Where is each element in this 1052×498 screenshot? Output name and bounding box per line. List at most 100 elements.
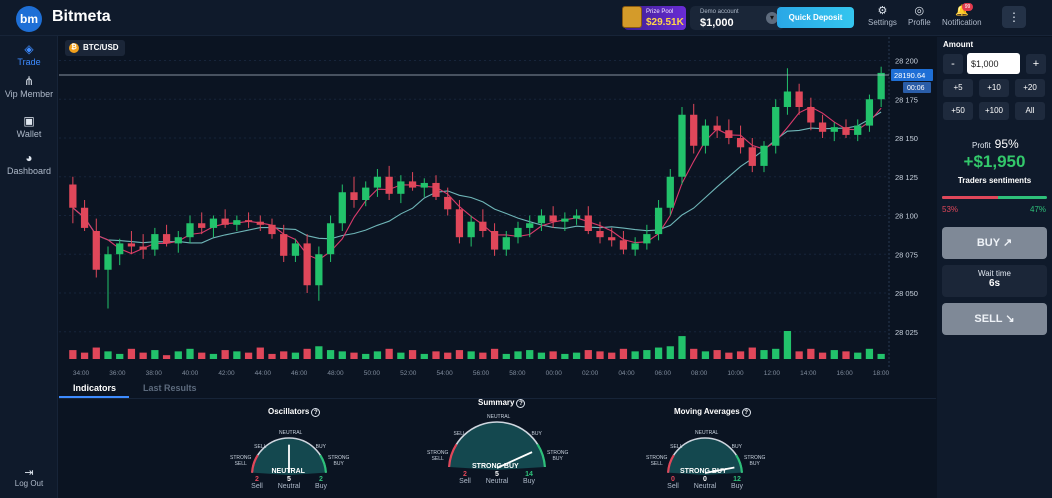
gauge-title: Summary? [478, 398, 526, 408]
x-tick-label: 10:00 [727, 370, 744, 377]
gauge-result: STRONG BUY [680, 468, 727, 475]
logout-button[interactable]: ⇥ Log Out [0, 466, 58, 488]
x-tick-label: 08:00 [691, 370, 708, 377]
quick-deposit-button[interactable]: Quick Deposit [777, 7, 854, 28]
amount-increase-button[interactable]: + [1026, 54, 1046, 74]
sell-button[interactable]: SELL ↘ [942, 303, 1047, 335]
sidebar-item-trade[interactable]: ◈ Trade [0, 42, 58, 67]
quick-amount-20[interactable]: +20 [1015, 79, 1045, 97]
candle-body [221, 218, 229, 225]
candle-body [526, 223, 534, 228]
gauge-buy-segment [319, 454, 328, 473]
volume-bar [116, 353, 124, 359]
candle-body [104, 254, 112, 270]
settings-button[interactable]: ⚙ Settings [868, 5, 897, 27]
volume-bar [209, 353, 218, 359]
help-icon[interactable]: ? [741, 408, 751, 417]
tab-indicators[interactable]: Indicators [73, 383, 117, 393]
volume-bar [326, 350, 335, 359]
pair-selector[interactable]: ₿ BTC/USD [65, 40, 125, 56]
quick-amount-all[interactable]: All [1015, 102, 1045, 120]
candlestick-chart[interactable]: 28 200 28 175 28 150 28 125 28 100 28 075 28 0… [59, 37, 936, 380]
wait-time-box: Wait time 6s [942, 265, 1047, 297]
gauge-neutral-count-label: Neutral [277, 483, 301, 490]
tab-last-results[interactable]: Last Results [143, 383, 197, 393]
candle-body [783, 91, 792, 107]
chevron-down-icon[interactable]: ▾ [766, 12, 778, 24]
volume-bar [818, 352, 827, 359]
candle-body [795, 91, 803, 107]
candle-body [502, 237, 510, 250]
gauge-needle [704, 466, 735, 474]
volume-bar [268, 353, 276, 359]
price-chart[interactable]: 28 200 28 175 28 150 28 125 28 100 28 075 28 0… [59, 37, 936, 380]
gauge-buy-count: 12 Buy [722, 476, 752, 490]
candle-body [151, 234, 159, 250]
candle-body [256, 221, 264, 225]
brand-name: Bitmeta [52, 8, 111, 25]
candle-body [80, 207, 89, 228]
account-type-label: Demo account [700, 9, 739, 15]
prize-pool-button[interactable]: Prize Pool $29.51K [622, 6, 686, 30]
help-icon[interactable]: ? [516, 399, 526, 408]
candle-body [736, 138, 745, 148]
gauge-title-text: Moving Averages [674, 407, 740, 416]
trade-panel: Amount - + +5 +10 +20 +50 +100 All Profi… [937, 37, 1052, 498]
help-icon[interactable]: ? [311, 408, 321, 417]
volume-bar [713, 350, 721, 359]
gauge-sell-count-label: Sell [667, 483, 679, 490]
wait-time-value: 6s [988, 278, 1001, 289]
left-sidebar: ◈ Trade ⋔ Vip Member ▣ Wallet ◕ Dashboar… [0, 36, 58, 498]
x-tick-label: 50:00 [364, 370, 381, 377]
amount-input[interactable] [967, 53, 1020, 74]
gauge-neutral-count: 5 Neutral [274, 476, 304, 490]
gauge-needle [496, 451, 533, 469]
countdown-tag [903, 82, 931, 94]
quick-amount-5[interactable]: +5 [943, 79, 973, 97]
gauge-buy-count-label: Buy [522, 478, 536, 485]
bitmeta-logo-icon[interactable]: bm [16, 6, 42, 32]
candle-body [291, 243, 300, 256]
profile-button[interactable]: ◎ Profile [908, 5, 931, 27]
volume-bar [373, 351, 382, 359]
candle-body [490, 231, 499, 250]
volume-bar [362, 353, 370, 359]
volume-bar [795, 351, 803, 359]
diamond-icon: ◈ [24, 42, 34, 56]
gauge-buy-count-label: Buy [314, 483, 328, 490]
candle-body [678, 114, 686, 177]
amount-decrease-button[interactable]: - [943, 54, 963, 74]
volume-bar [256, 347, 264, 359]
quick-amount-50[interactable]: +50 [943, 102, 973, 120]
candle-body [584, 215, 592, 231]
volume-bar [807, 348, 815, 359]
volume-bar [455, 350, 464, 359]
more-menu-button[interactable]: ⋮ [1002, 6, 1026, 28]
candle-body [467, 221, 475, 238]
sidebar-item-wallet[interactable]: ▣ Wallet [0, 114, 58, 139]
volume-bar [854, 352, 862, 359]
y-tick-label: 28 150 [895, 134, 918, 143]
gauge-sell-segment [447, 443, 458, 468]
account-selector[interactable]: Demo account $1,000 ▾ [690, 6, 784, 30]
candle-body [338, 192, 346, 224]
volume-bar [127, 348, 136, 359]
gauge-buy-segment [735, 454, 744, 473]
current-price-tag [891, 69, 933, 82]
moving-average-fast-line [72, 106, 882, 261]
volume-bar [748, 347, 756, 359]
gauge-buy-count-value: 12 [733, 476, 741, 483]
gauge-sell-segment [250, 454, 259, 473]
sidebar-item-vip-member[interactable]: ⋔ Vip Member [0, 74, 58, 99]
notification-label: Notification [942, 18, 982, 27]
notification-button[interactable]: 🔔 99 Notification [942, 3, 982, 27]
volume-bar [186, 348, 194, 359]
wait-time-label: Wait time [977, 269, 1012, 278]
sidebar-item-dashboard[interactable]: ◕ Dashboard [0, 151, 58, 176]
sentiment-sell-fill [942, 196, 998, 199]
buy-button[interactable]: BUY ↗ [942, 227, 1047, 259]
x-tick-label: 18:00 [873, 370, 890, 377]
gauge-result: STRONG BUY [472, 463, 519, 470]
quick-amount-100[interactable]: +100 [979, 102, 1009, 120]
quick-amount-10[interactable]: +10 [979, 79, 1009, 97]
